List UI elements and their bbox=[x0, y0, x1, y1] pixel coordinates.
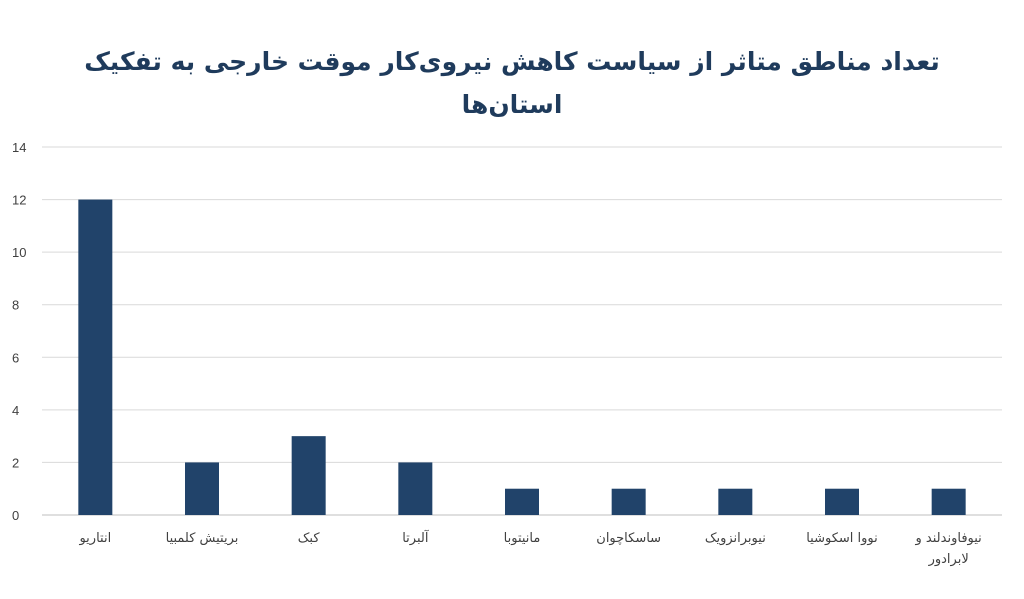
y-tick-label: 2 bbox=[12, 455, 19, 470]
y-tick-label: 8 bbox=[12, 298, 19, 313]
bar bbox=[185, 462, 219, 515]
bar bbox=[825, 488, 859, 515]
bar bbox=[291, 436, 326, 515]
x-category-label: کبک bbox=[298, 531, 321, 546]
chart-title-line-1: تعداد مناطق متاثر از سیاست کاهش نیروی‌کا… bbox=[84, 47, 940, 77]
bar bbox=[505, 488, 539, 515]
x-category-label: آلبرتا bbox=[402, 529, 430, 546]
y-tick-label: 10 bbox=[12, 245, 26, 260]
bars bbox=[78, 199, 966, 516]
y-tick-label: 14 bbox=[12, 140, 26, 155]
chart-title-line-2: استان‌ها bbox=[462, 90, 563, 119]
y-tick-label: 12 bbox=[12, 193, 26, 208]
y-tick-label: 4 bbox=[12, 403, 19, 418]
bar bbox=[398, 462, 433, 515]
x-axis-categories: انتاریو بریتیش کلمبیا کبک آلبرتا مانیتوبا ساس… bbox=[78, 529, 981, 567]
bar bbox=[78, 199, 113, 516]
x-category-label: لابرادور bbox=[928, 552, 969, 567]
x-category-label: نیوفاوندلند و bbox=[915, 531, 982, 546]
bar bbox=[718, 488, 753, 515]
x-category-label: نیوبرانزویک bbox=[705, 531, 766, 546]
y-tick-label: 6 bbox=[12, 350, 19, 365]
y-tick-label: 0 bbox=[12, 508, 19, 523]
bar bbox=[931, 488, 966, 515]
x-category-label: بریتیش کلمبیا bbox=[166, 531, 239, 546]
y-axis-ticks: 0 2 4 6 8 10 12 14 bbox=[12, 140, 26, 523]
bar bbox=[611, 488, 646, 515]
x-category-label: نووا اسکوشیا bbox=[806, 531, 878, 546]
gridlines bbox=[42, 146, 1002, 516]
x-category-label: مانیتوبا bbox=[504, 531, 541, 546]
x-category-label: ساسکاچوان bbox=[596, 531, 661, 546]
x-category-label: انتاریو bbox=[78, 531, 111, 546]
